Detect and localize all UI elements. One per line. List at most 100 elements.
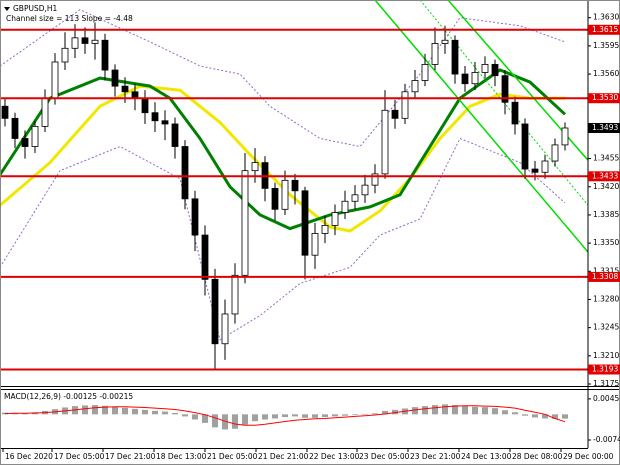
y-tick-label: 1.3210 (593, 351, 619, 360)
candle-body (411, 80, 419, 93)
last-price-label: 1.3493 (592, 123, 618, 132)
chart-title: GBPUSD,H1 (13, 4, 58, 13)
candle-body (221, 313, 229, 345)
y-tick-label: 1.3385 (593, 210, 619, 219)
level-label-box (588, 171, 620, 182)
annotation: Channel size = 113 Slope = -4.48 (6, 14, 133, 23)
level-label: 1.3193 (592, 365, 618, 374)
macd-bar (102, 405, 108, 415)
macd-bar (232, 414, 238, 429)
macd-bar (262, 414, 268, 420)
candle-body (321, 225, 329, 234)
macd-bar (472, 406, 478, 415)
candle-body (81, 37, 89, 44)
macd-bar (342, 414, 348, 416)
y-tick-label: 1.3350 (593, 238, 619, 247)
x-tick-label: 17 Dec 05:00 (54, 452, 105, 461)
candle-body (161, 120, 169, 125)
macd-y-tick-label: 0.0045 (593, 394, 619, 403)
candle-body (441, 39, 449, 44)
last-price-box (588, 123, 620, 133)
level-label-box (588, 93, 620, 104)
macd-bar (82, 405, 88, 415)
macd-bar (302, 414, 308, 418)
macd-bar (422, 406, 428, 415)
candle-body (21, 138, 29, 147)
macd-bar (122, 407, 128, 415)
candle-body (331, 212, 339, 226)
candle-body (391, 109, 399, 119)
main-panel (0, 0, 588, 371)
candle-body (141, 97, 149, 114)
macd-bar (252, 414, 258, 422)
candle-body (181, 146, 189, 200)
y-tick-label: 1.3455 (593, 154, 619, 163)
macd-y-tick-label: -0.00747 (593, 435, 620, 444)
candle-body (401, 91, 409, 119)
candle-body (481, 64, 489, 73)
candle-body (491, 64, 499, 77)
x-tick-label: 16 Dec 2020 (5, 452, 53, 461)
macd-bar (492, 408, 498, 415)
macd-bar (372, 413, 378, 415)
candle-body (201, 234, 209, 280)
candle-body (61, 47, 69, 63)
candle-body (151, 112, 159, 122)
macd-bar (192, 414, 198, 420)
macd-bar (562, 414, 568, 419)
macd-bar (552, 414, 558, 419)
indicator-line (419, 0, 588, 206)
candle-body (541, 160, 549, 173)
candle-body (41, 97, 49, 127)
macd-bar (532, 414, 538, 418)
indicator-line (0, 9, 566, 148)
macd-bar (412, 407, 418, 415)
x-tick-label: 23 Dec 21:00 (410, 452, 461, 461)
level-label-box (588, 271, 620, 282)
macd-bar (292, 414, 298, 417)
candle-body (461, 73, 469, 85)
candle-body (31, 125, 39, 147)
macd-bar (362, 414, 368, 415)
candle-body (431, 43, 439, 65)
x-tick-label: 23 Dec 05:00 (359, 452, 410, 461)
x-tick-label: 18 Dec 13:00 (156, 452, 207, 461)
y-tick-label: 1.3245 (593, 323, 619, 332)
macd-bar (272, 414, 278, 419)
candle-body (551, 144, 559, 162)
macd-bar (132, 408, 138, 415)
candle-body (101, 39, 109, 71)
candle-body (231, 274, 239, 315)
macd-signal (4, 405, 566, 426)
indicator-line (0, 84, 565, 233)
macd-bar (152, 410, 158, 415)
macd-bar (522, 414, 528, 416)
level-label-box (588, 364, 620, 375)
macd-bar (212, 414, 218, 428)
macd-title: MACD(12,26,9) -0.00125 -0.00215 (4, 392, 133, 401)
candle-body (471, 72, 479, 85)
macd-bar (242, 414, 248, 425)
macd-bar (92, 405, 98, 415)
candle-body (11, 117, 19, 139)
y-tick-label: 1.3175 (593, 379, 619, 388)
indicator-line (374, 0, 588, 253)
y-tick-label: 1.3420 (593, 182, 619, 191)
candle-body (531, 168, 539, 173)
macd-bar (462, 406, 468, 415)
level-label: 1.3308 (592, 272, 618, 281)
candle-body (301, 190, 309, 256)
candle-body (291, 179, 299, 192)
candle-body (501, 75, 509, 103)
macd-bar (512, 412, 518, 415)
candle-body (1, 105, 9, 119)
macd-panel (2, 404, 568, 430)
macd-bar (22, 413, 28, 415)
candle-body (371, 173, 379, 186)
macd-bar (182, 414, 188, 417)
macd-bar (162, 411, 168, 415)
x-tick-label: 17 Dec 21:00 (105, 452, 156, 461)
level-label: 1.3530 (592, 93, 618, 102)
indicator-line (0, 68, 567, 231)
